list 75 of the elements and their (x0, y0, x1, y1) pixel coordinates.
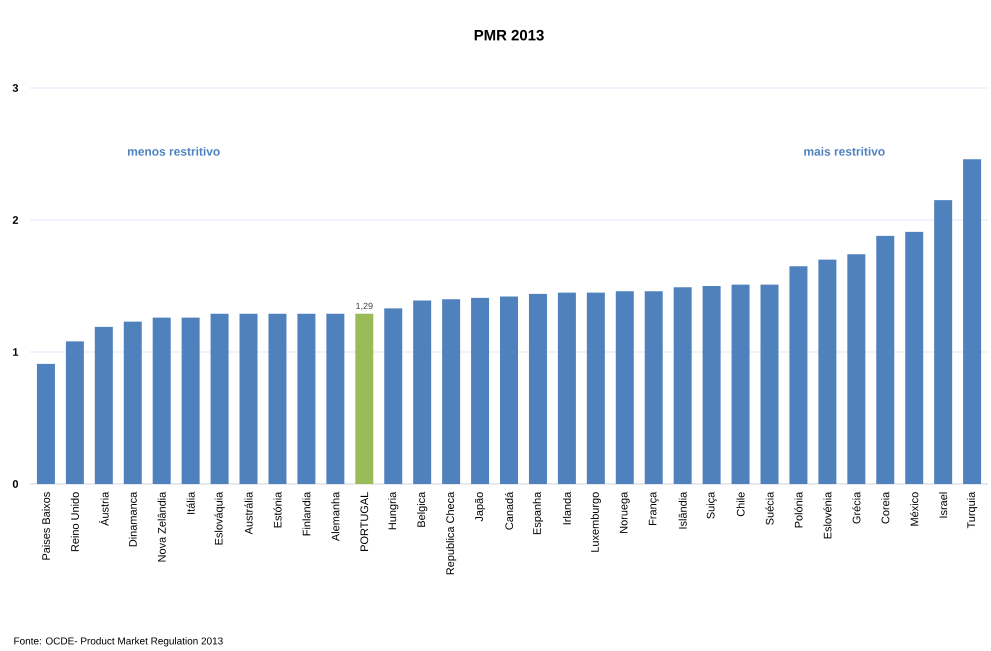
x-tick-label: França (648, 492, 659, 525)
bar (616, 291, 634, 484)
x-tick-label: Austrália (244, 492, 253, 534)
x-tick-label: Eslováquia (214, 492, 225, 544)
bar (847, 254, 866, 484)
y-tick-label: 1 (13, 348, 18, 356)
x-tick-label: PORTUGAL (360, 492, 368, 551)
bar (240, 314, 258, 484)
x-tick-label: Irlanda (562, 492, 571, 524)
y-tick-label: 0 (12, 480, 18, 488)
x-tick-label: Suiça (706, 492, 717, 519)
x-tick-label: Áustria (99, 492, 109, 526)
data-label: 1,29 (356, 302, 373, 310)
bar (442, 299, 460, 484)
x-tick-label: Chile (736, 492, 745, 516)
x-tick-label: Hungria (388, 492, 398, 530)
bar (413, 300, 432, 484)
bar (210, 314, 229, 484)
x-tick-label: Reino Unido (70, 492, 79, 552)
x-tick-label: Espanha (532, 492, 544, 534)
bar (500, 296, 518, 484)
bar (732, 284, 750, 484)
bar (876, 236, 894, 484)
x-tick-label: Belgica (417, 492, 428, 527)
bar (36, 364, 55, 484)
x-tick-label: Polónia (794, 492, 803, 528)
x-tick-label: Coreia (881, 492, 890, 524)
x-tick-label: Japão (475, 492, 486, 522)
y-tick-label: 3 (12, 84, 18, 92)
x-tick-label: México (910, 492, 918, 526)
bar (760, 284, 778, 484)
bar (963, 159, 982, 484)
x-tick-label: Grécia (852, 492, 860, 524)
y-tick-label: 2 (12, 216, 18, 224)
bar (528, 294, 547, 484)
x-tick-label: Turquia (966, 492, 978, 528)
x-tick-label: Israel (939, 492, 948, 518)
bar (297, 314, 316, 484)
bar (789, 266, 808, 484)
bar (586, 292, 605, 484)
bar (355, 314, 374, 484)
x-tick-label: Suécia (765, 492, 774, 525)
bar (818, 260, 836, 484)
annotation: mais restritivo (804, 146, 885, 156)
bar (326, 314, 344, 484)
annotation: menos restritivo (128, 146, 220, 156)
bar (558, 292, 576, 484)
x-tick-label: Paises Baixos (42, 492, 50, 560)
x-tick-label: Finlandia (302, 492, 310, 536)
x-tick-label: Noruega (620, 492, 630, 533)
bar (94, 326, 113, 484)
source-note: Fonte: OCDE- Product Market Regulation 2013 (14, 637, 223, 646)
x-tick-label: Itália (186, 492, 195, 514)
bar (905, 232, 924, 484)
x-tick-label: Nova Zelândia (158, 492, 166, 562)
bar (934, 200, 952, 484)
bar (182, 318, 200, 484)
bar (66, 341, 84, 484)
x-tick-label: Alemanha (331, 492, 340, 542)
bar (152, 318, 171, 484)
bar (124, 322, 142, 484)
x-tick-label: Islândia (678, 492, 687, 529)
x-tick-label: Canadá (504, 492, 514, 530)
bar (268, 314, 286, 484)
x-tick-label: Dinamanca (128, 492, 137, 546)
bar (674, 287, 692, 484)
x-tick-label: Estónia (273, 492, 282, 528)
x-tick-label: Eslovénia (823, 492, 832, 538)
x-tick-label: Luxemburgo (590, 492, 601, 552)
chart-title: PMR 2013 (474, 30, 544, 40)
bar (471, 298, 490, 484)
bar (644, 291, 663, 484)
bar (702, 286, 721, 484)
bar (384, 308, 402, 484)
x-tick-label: Republica Checa (446, 492, 456, 574)
